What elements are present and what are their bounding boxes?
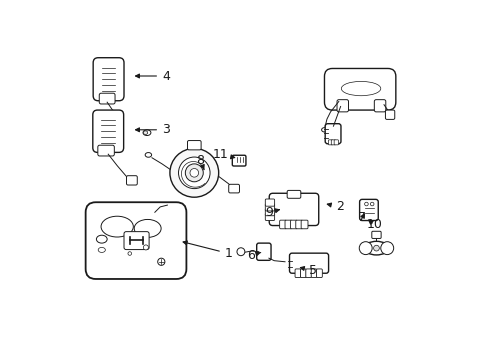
Circle shape — [143, 245, 148, 250]
FancyBboxPatch shape — [300, 269, 305, 278]
Text: 3: 3 — [135, 123, 169, 136]
Ellipse shape — [96, 235, 107, 243]
Text: 4: 4 — [135, 69, 169, 82]
FancyBboxPatch shape — [232, 155, 245, 166]
FancyBboxPatch shape — [316, 269, 322, 278]
Text: 1: 1 — [183, 241, 232, 260]
Circle shape — [373, 245, 379, 251]
Ellipse shape — [142, 130, 151, 135]
Text: 11: 11 — [212, 148, 234, 161]
FancyBboxPatch shape — [373, 100, 385, 112]
FancyBboxPatch shape — [324, 68, 395, 110]
Text: 6: 6 — [247, 249, 260, 262]
FancyBboxPatch shape — [285, 220, 291, 229]
FancyBboxPatch shape — [333, 140, 338, 145]
FancyBboxPatch shape — [286, 190, 300, 198]
Circle shape — [128, 252, 131, 255]
Circle shape — [185, 164, 203, 182]
FancyBboxPatch shape — [99, 93, 115, 104]
Text: 7: 7 — [358, 211, 366, 224]
FancyBboxPatch shape — [295, 220, 302, 229]
FancyBboxPatch shape — [265, 204, 274, 211]
Circle shape — [237, 248, 244, 256]
FancyBboxPatch shape — [301, 220, 307, 229]
FancyBboxPatch shape — [265, 213, 274, 221]
Ellipse shape — [321, 128, 326, 132]
Circle shape — [369, 202, 373, 206]
FancyBboxPatch shape — [265, 208, 274, 216]
FancyBboxPatch shape — [289, 253, 328, 273]
Circle shape — [169, 148, 218, 197]
Ellipse shape — [134, 220, 161, 237]
FancyBboxPatch shape — [228, 184, 239, 193]
FancyBboxPatch shape — [385, 110, 394, 120]
FancyBboxPatch shape — [310, 269, 316, 278]
FancyBboxPatch shape — [305, 269, 311, 278]
Text: 8: 8 — [196, 154, 204, 170]
Circle shape — [158, 258, 164, 265]
Circle shape — [380, 242, 393, 255]
FancyBboxPatch shape — [124, 231, 149, 249]
FancyBboxPatch shape — [98, 145, 114, 156]
Ellipse shape — [101, 216, 133, 237]
Circle shape — [364, 202, 367, 206]
Text: 9: 9 — [265, 206, 279, 219]
Ellipse shape — [364, 241, 388, 255]
FancyBboxPatch shape — [336, 100, 348, 112]
Ellipse shape — [143, 131, 147, 134]
Circle shape — [190, 168, 198, 177]
FancyBboxPatch shape — [359, 199, 378, 221]
Circle shape — [359, 242, 371, 255]
FancyBboxPatch shape — [328, 140, 332, 145]
FancyBboxPatch shape — [187, 140, 201, 150]
FancyBboxPatch shape — [269, 193, 318, 226]
Ellipse shape — [98, 247, 105, 252]
FancyBboxPatch shape — [93, 110, 123, 152]
FancyBboxPatch shape — [279, 220, 286, 229]
FancyBboxPatch shape — [265, 199, 274, 206]
FancyBboxPatch shape — [330, 140, 335, 145]
Text: 10: 10 — [366, 218, 382, 231]
FancyBboxPatch shape — [325, 124, 340, 144]
FancyBboxPatch shape — [93, 58, 124, 101]
FancyBboxPatch shape — [85, 202, 186, 279]
Text: 5: 5 — [300, 264, 316, 277]
Ellipse shape — [145, 153, 151, 157]
FancyBboxPatch shape — [371, 231, 380, 238]
Circle shape — [178, 157, 210, 189]
FancyBboxPatch shape — [294, 269, 300, 278]
Ellipse shape — [341, 81, 380, 96]
FancyBboxPatch shape — [256, 243, 270, 260]
FancyBboxPatch shape — [126, 176, 137, 185]
Text: 2: 2 — [326, 201, 343, 213]
FancyBboxPatch shape — [290, 220, 297, 229]
